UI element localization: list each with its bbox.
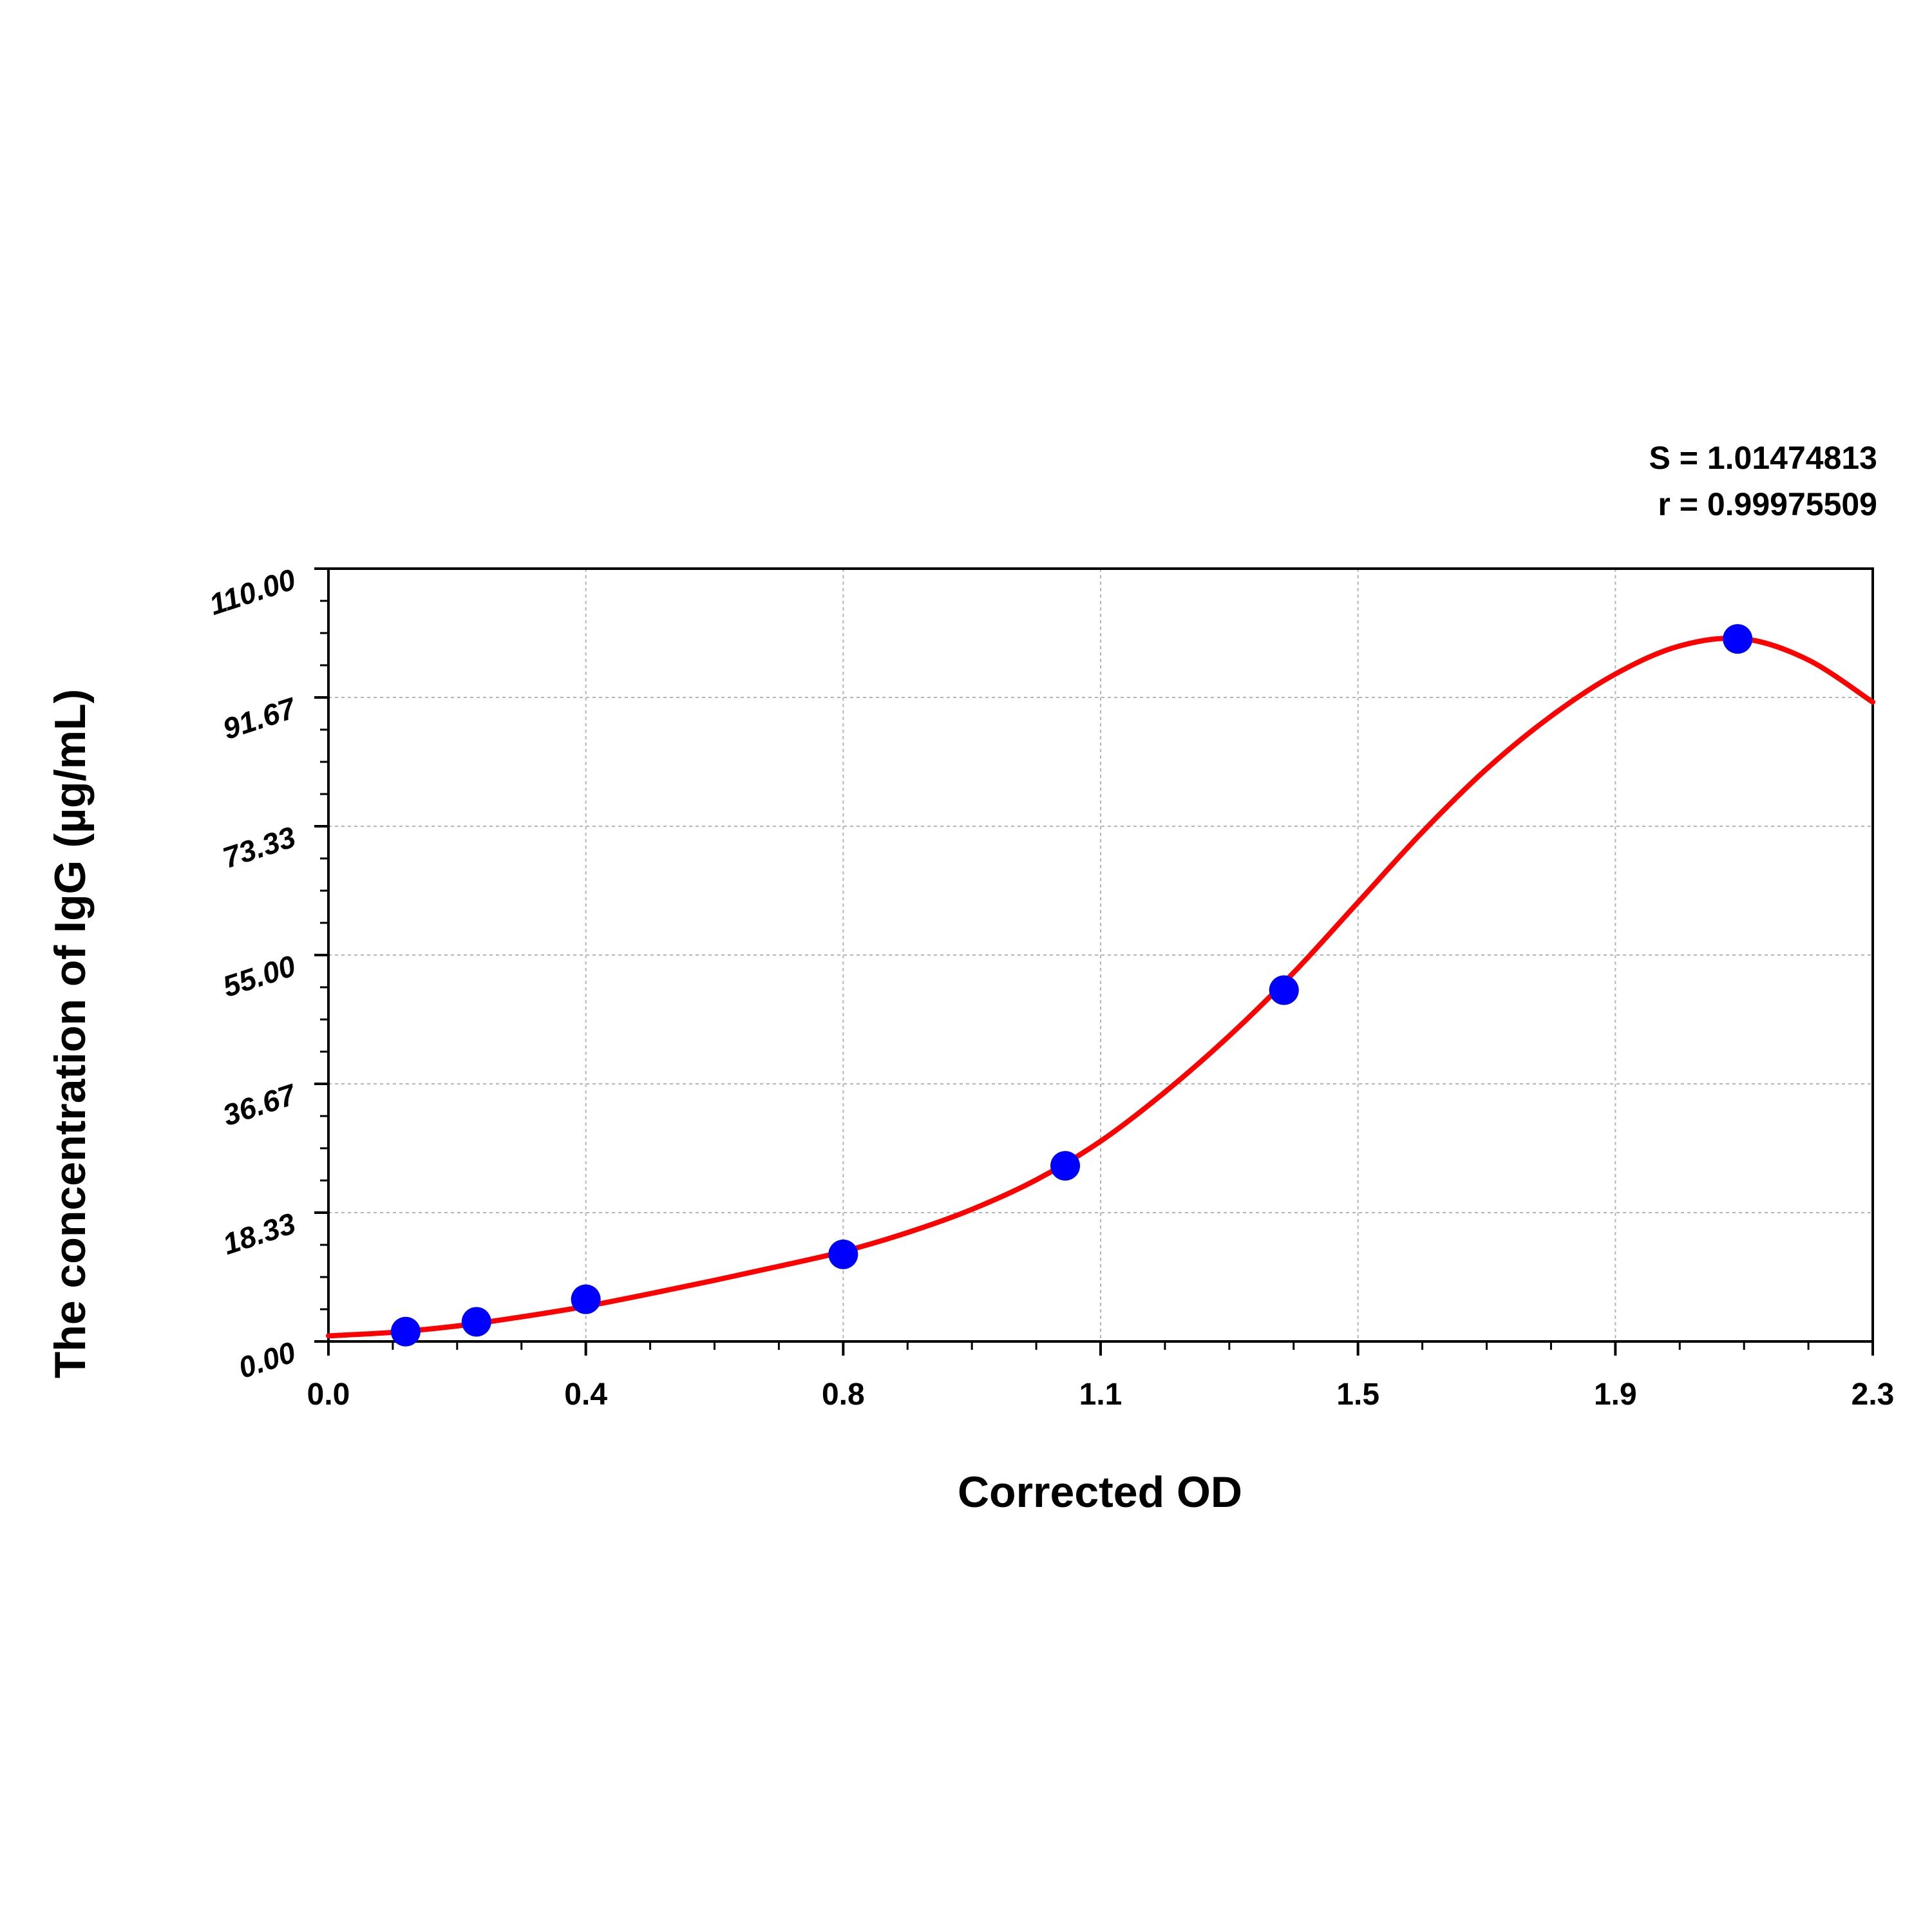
data-point bbox=[828, 1239, 858, 1269]
x-tick-label: 0.0 bbox=[307, 1378, 350, 1412]
x-tick-label: 1.9 bbox=[1594, 1378, 1637, 1412]
data-point bbox=[571, 1284, 601, 1314]
data-point bbox=[1723, 624, 1753, 654]
data-point bbox=[1050, 1151, 1081, 1181]
stat-r-value: r = 0.99975509 bbox=[1658, 486, 1877, 522]
axes bbox=[314, 567, 1874, 1356]
x-tick-label: 1.5 bbox=[1336, 1378, 1379, 1412]
x-tick-label: 1.1 bbox=[1079, 1378, 1122, 1412]
data-point bbox=[1269, 975, 1299, 1005]
grid-lines bbox=[328, 569, 1873, 1341]
stat-s-value: S = 1.01474813 bbox=[1649, 440, 1878, 476]
x-tick-label: 0.4 bbox=[564, 1378, 607, 1412]
data-point bbox=[390, 1316, 421, 1347]
x-tick-label: 0.8 bbox=[822, 1378, 865, 1412]
data-points-layer bbox=[390, 624, 1753, 1347]
y-axis-title: The concentration of IgG (µg/mL) bbox=[46, 689, 95, 1378]
data-point bbox=[461, 1307, 491, 1337]
x-tick-label: 2.3 bbox=[1852, 1378, 1895, 1412]
x-axis-title: Corrected OD bbox=[958, 1468, 1242, 1517]
